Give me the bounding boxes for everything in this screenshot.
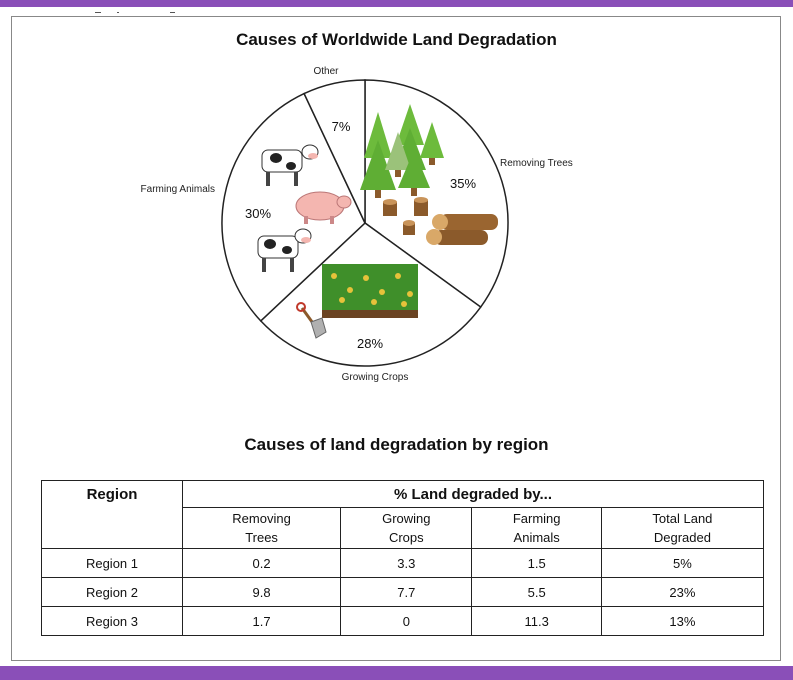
- table-title: Causes of land degradation by region: [244, 435, 549, 454]
- slice-value-label: 28%: [357, 336, 383, 351]
- header-region: Region: [41, 480, 183, 508]
- slice-value-label: 35%: [450, 176, 476, 191]
- table-row: Region 1 0.2 3.3 1.5 5%: [41, 548, 765, 578]
- bottom-accent-bar: [0, 666, 793, 680]
- slice-category-label: Other: [313, 66, 339, 77]
- top-accent-bar: [0, 0, 793, 7]
- cell-removing-trees: 9.8: [181, 577, 342, 607]
- tree-icon: [420, 122, 444, 165]
- pie-slice-farming-animals: [221, 92, 366, 322]
- slice-category-label: Growing Crops: [342, 372, 409, 383]
- table-row: Region 2 9.8 7.7 5.5 23%: [41, 577, 765, 607]
- stump-icon: [403, 220, 415, 235]
- cell-farming-animals: 5.5: [471, 577, 602, 607]
- slice-value-label: 30%: [245, 206, 271, 221]
- cell-removing-trees: 1.7: [181, 606, 342, 636]
- row-region: Region 3: [41, 606, 183, 636]
- chart-title: Causes of Worldwide Land Degradation: [236, 30, 557, 49]
- slice-category-label: Farming Animals: [141, 184, 215, 195]
- crops-illustration: [322, 264, 418, 318]
- shovel-icon: [296, 302, 327, 339]
- row-region: Region 1: [41, 548, 183, 578]
- cell-growing-crops: 3.3: [340, 548, 473, 578]
- header-group: % Land degraded by...: [181, 480, 765, 508]
- cow-icon: [257, 228, 312, 272]
- slice-value-label: 7%: [332, 119, 351, 134]
- subheader-empty: [41, 507, 183, 549]
- pig-icon: [295, 191, 352, 224]
- stump-icon: [414, 197, 428, 216]
- region-table: Region % Land degraded by... Removing Tre…: [41, 480, 765, 636]
- tree-icon: [385, 132, 411, 177]
- cell-total-land: 23%: [600, 577, 765, 607]
- slice-value-labels: 35% 28% 30% 7%: [245, 119, 476, 351]
- cell-total-land: 5%: [600, 548, 765, 578]
- column-header-removing-trees: Removing Trees: [181, 507, 342, 549]
- cell-removing-trees: 0.2: [181, 548, 342, 578]
- slice-category-label: Removing Trees: [500, 158, 573, 169]
- slice-category-labels: Removing Trees Growing Crops Farming Anima…: [141, 66, 573, 383]
- table-subheader-row: Removing Trees Growing Crops Farming Animal…: [41, 507, 765, 549]
- row-region: Region 2: [41, 577, 183, 607]
- table-header-row: Region % Land degraded by...: [41, 480, 765, 508]
- table-row: Region 3 1.7 0 11.3 13%: [41, 606, 765, 636]
- decorative-marks: [95, 12, 175, 13]
- pie-chart: 35% 28% 30% 7% Removing Trees Growing Crops F…: [141, 66, 573, 383]
- cell-farming-animals: 11.3: [471, 606, 602, 636]
- column-header-growing-crops: Growing Crops: [340, 507, 473, 549]
- cell-farming-animals: 1.5: [471, 548, 602, 578]
- column-header-total-land: Total Land Degraded: [600, 507, 765, 549]
- column-header-farming-animals: Farming Animals: [471, 507, 602, 549]
- trees-illustration: [360, 104, 498, 245]
- slice-illustrations: [257, 104, 498, 339]
- tree-icon: [398, 150, 430, 196]
- cell-total-land: 13%: [600, 606, 765, 636]
- cow-icon: [261, 144, 319, 186]
- log-pile-icon: [426, 214, 498, 245]
- pie-slice-other: [303, 79, 366, 224]
- stump-icon: [383, 199, 397, 216]
- cell-growing-crops: 7.7: [340, 577, 473, 607]
- tree-icon: [360, 112, 396, 198]
- cell-growing-crops: 0: [340, 606, 473, 636]
